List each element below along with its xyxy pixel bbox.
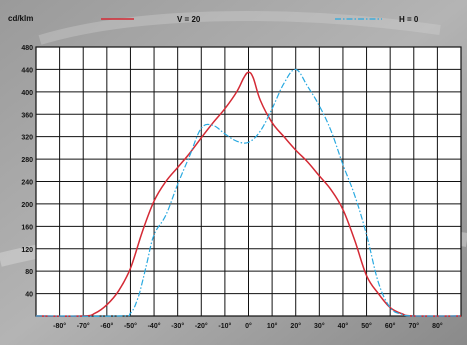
x-tick-label: 50°	[361, 322, 372, 330]
x-tick-label: 70°	[408, 322, 419, 330]
chart-grid	[35, 46, 462, 317]
y-tick-label: 440	[21, 67, 33, 74]
x-tick-label: 0°	[245, 322, 252, 330]
y-tick-label: 320	[21, 135, 33, 142]
series-line-v20	[35, 71, 462, 317]
x-tick-label: -70°	[77, 322, 90, 330]
x-tick-label: 40°	[338, 322, 349, 330]
plot-frame	[35, 46, 462, 317]
y-tick-label: 280	[21, 157, 33, 164]
legend-label-h0: H = 0	[399, 15, 419, 24]
x-tick-label: -10°	[218, 322, 231, 330]
legend: V = 20 H = 0	[101, 15, 419, 24]
x-tick-labels: -80° -70° -60° -50° -40° -30° -20° -10° 0° 10° 20°…	[53, 322, 443, 330]
x-tick-label: 30°	[314, 322, 325, 330]
y-tick-label: 80	[25, 269, 33, 276]
y-tick-label: 200	[21, 202, 33, 209]
y-tick-label: 40	[25, 292, 33, 299]
x-tick-label: -80°	[53, 322, 66, 330]
x-tick-label: 80°	[432, 322, 443, 330]
unit-label: cd/klm	[8, 14, 33, 23]
x-tick-label: 20°	[290, 322, 301, 330]
x-tick-label: -50°	[124, 322, 137, 330]
x-tick-label: 10°	[267, 322, 278, 330]
y-tick-label: 360	[21, 112, 33, 119]
y-tick-labels: 40 80 120 160 200 240 280 320 360 400 440 480	[21, 45, 33, 299]
x-tick-label: 60°	[385, 322, 396, 330]
legend-label-v20: V = 20	[177, 15, 201, 24]
series-lines	[35, 68, 462, 317]
y-tick-label: 480	[21, 45, 33, 52]
y-tick-label: 400	[21, 90, 33, 97]
x-tick-label: -20°	[195, 322, 208, 330]
x-tick-label: -40°	[148, 322, 161, 330]
y-tick-label: 240	[21, 180, 33, 187]
x-tick-label: -60°	[100, 322, 113, 330]
x-tick-label: -30°	[171, 322, 184, 330]
series-line-h0	[35, 68, 462, 317]
y-tick-label: 120	[21, 247, 33, 254]
y-tick-label: 160	[21, 224, 33, 231]
